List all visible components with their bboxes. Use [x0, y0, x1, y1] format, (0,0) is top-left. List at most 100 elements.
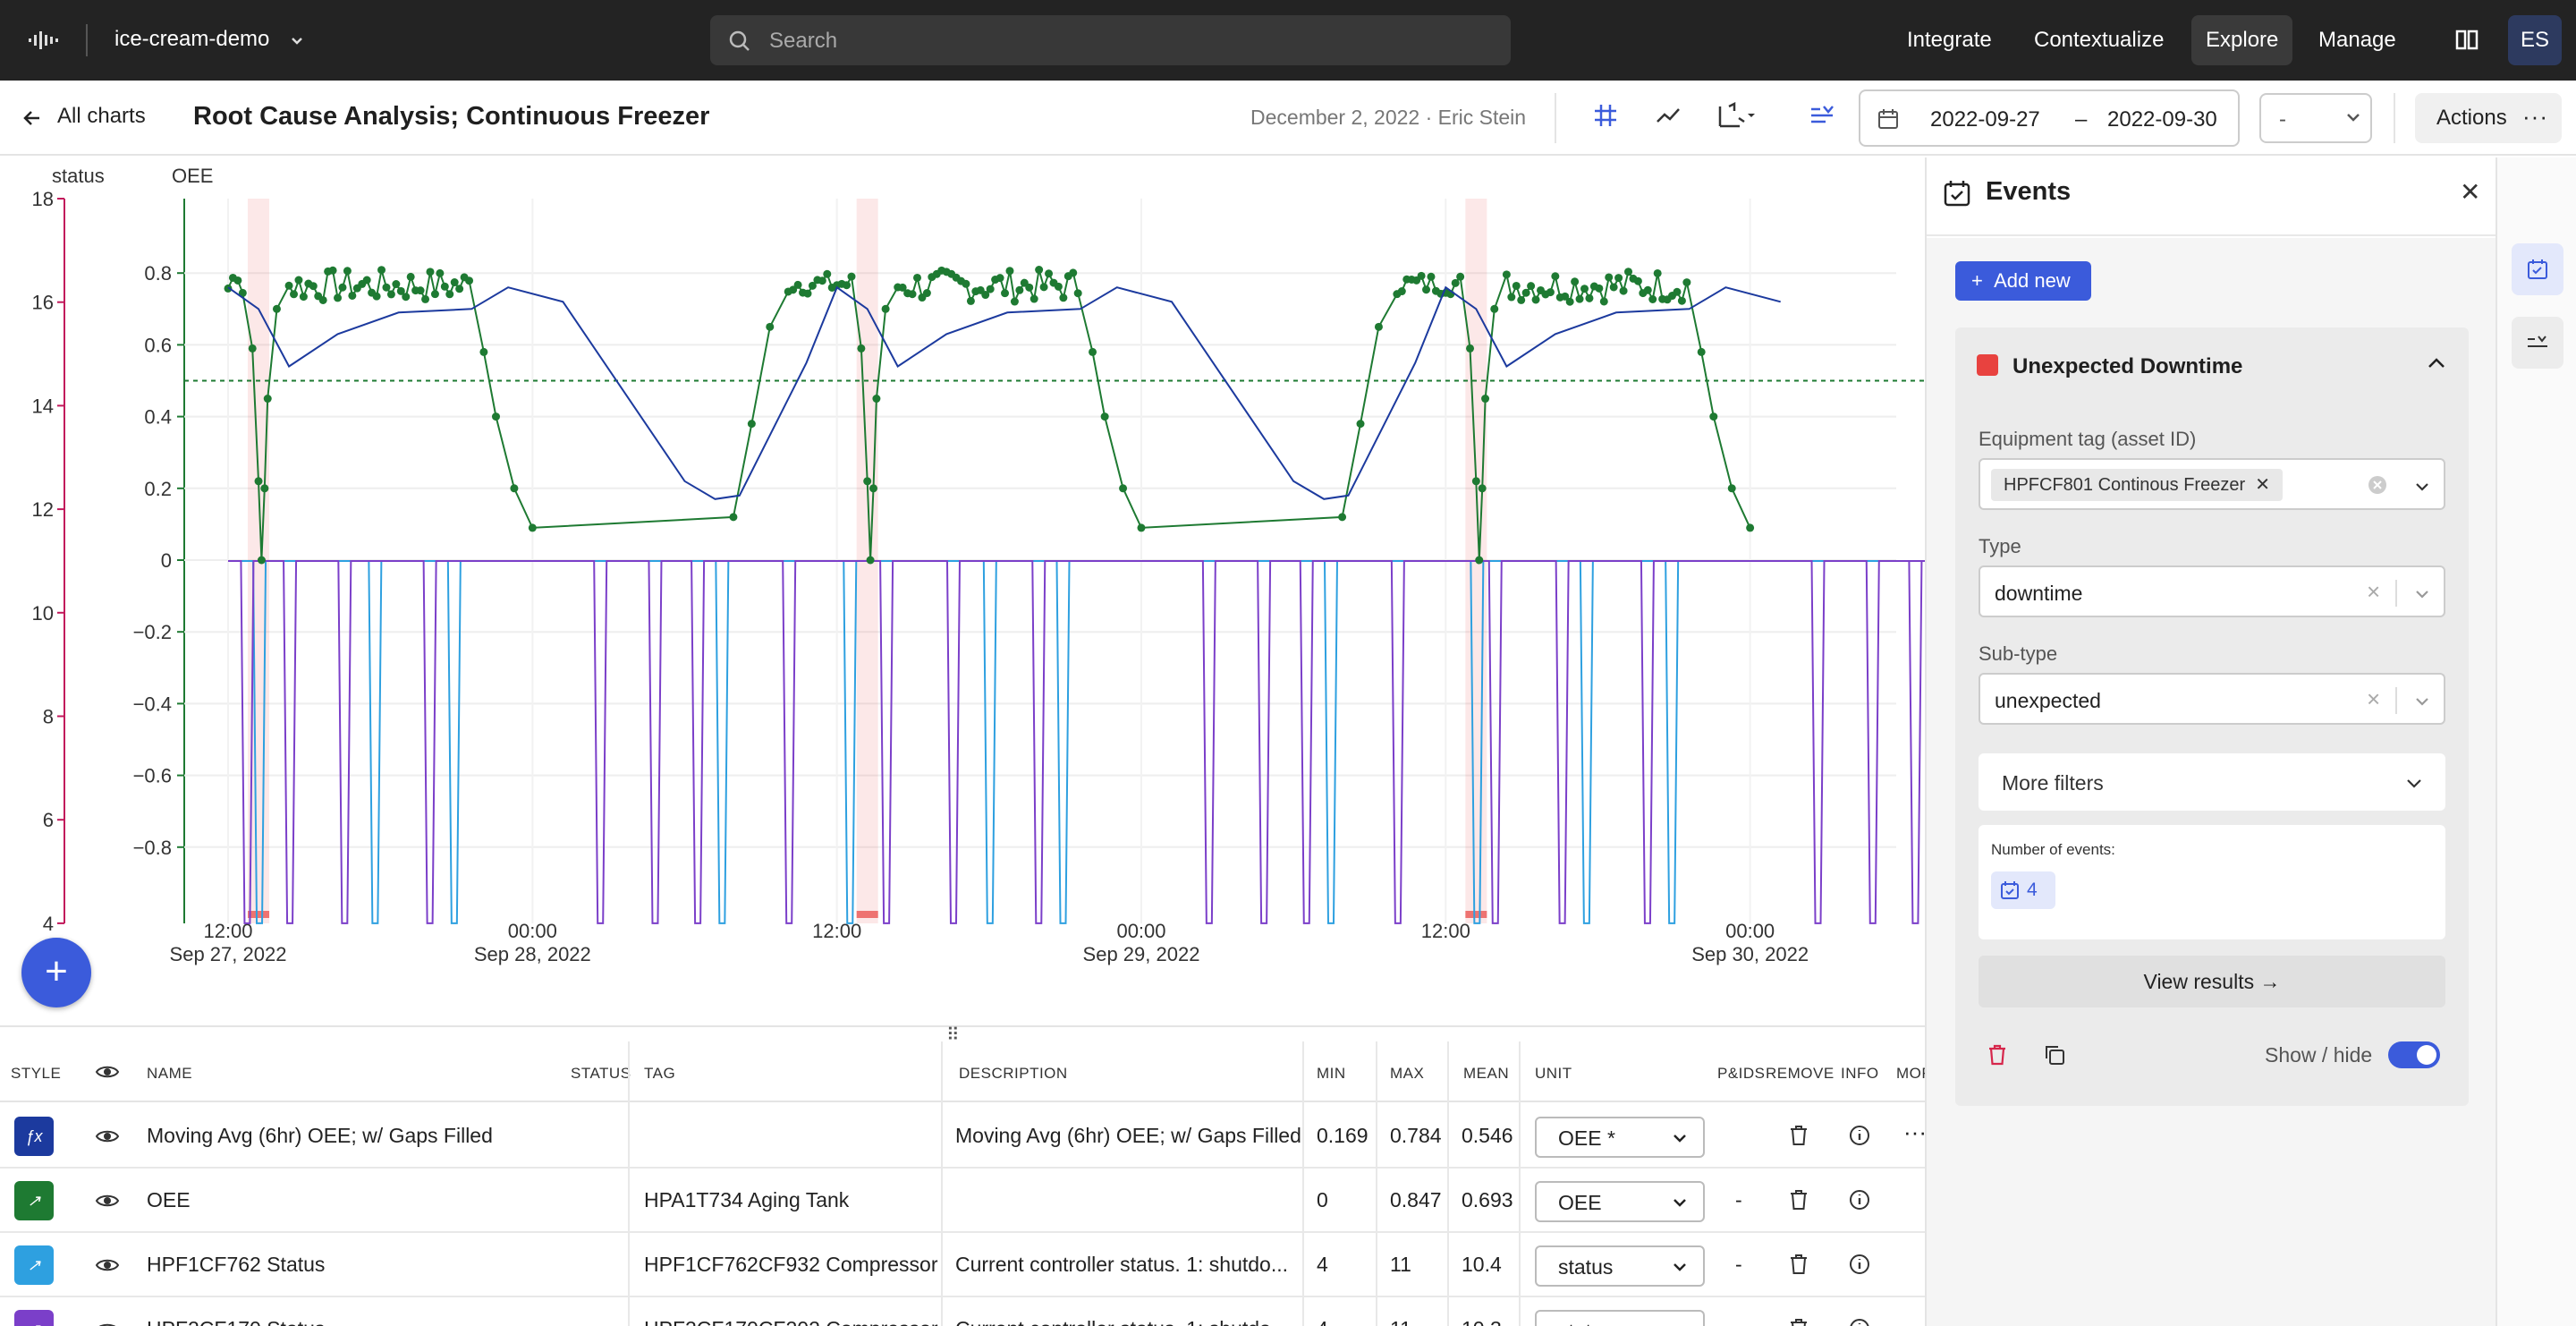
line-chart-icon[interactable]	[1655, 102, 1682, 129]
type-field[interactable]: downtime ×	[1979, 565, 2445, 617]
eye-icon[interactable]	[95, 1254, 120, 1276]
chevron-down-icon[interactable]	[288, 32, 306, 50]
clear-icon[interactable]	[2367, 474, 2388, 496]
series-tag[interactable]: HPF1CF762CF932 Compressor	[644, 1253, 938, 1276]
series-style-icon[interactable]: ↗	[14, 1245, 54, 1285]
drag-handle-icon[interactable]: ⠿	[946, 1025, 960, 1045]
unit-select[interactable]: status	[1535, 1310, 1705, 1326]
event-count-badge[interactable]: 4	[1991, 871, 2055, 909]
series-name[interactable]: Moving Avg (6hr) OEE; w/ Gaps Filled	[147, 1124, 493, 1147]
unit-select[interactable]: status	[1535, 1245, 1705, 1287]
nav-contextualize[interactable]: Contextualize	[2034, 28, 2165, 52]
add-timeseries-button[interactable]: +	[21, 938, 91, 1007]
clear-icon[interactable]: ×	[2367, 578, 2381, 605]
search-input[interactable]: Search	[710, 15, 1511, 65]
eye-icon[interactable]	[95, 1190, 120, 1211]
nav-explore[interactable]: Explore	[2191, 15, 2293, 65]
chevron-down-icon[interactable]	[2413, 585, 2431, 603]
table-row[interactable]: ↗ HPF1CF762 Status HPF1CF762CF932 Compre…	[0, 1233, 1925, 1297]
eye-icon[interactable]	[95, 1319, 120, 1326]
granularity-select[interactable]: -	[2259, 93, 2372, 143]
clear-icon[interactable]: ×	[2367, 685, 2381, 712]
col-name[interactable]: NAME	[147, 1065, 193, 1082]
more-icon[interactable]: ···	[1903, 1118, 1925, 1145]
page-title[interactable]: Root Cause Analysis; Continuous Freezer	[193, 102, 710, 131]
nav-manage[interactable]: Manage	[2318, 28, 2396, 52]
date-start[interactable]: 2022-09-27	[1930, 107, 2040, 132]
event-filter-title[interactable]: Unexpected Downtime	[2012, 354, 2243, 378]
arrow-left-icon[interactable]	[21, 107, 43, 129]
oee-point	[491, 412, 500, 421]
date-end[interactable]: 2022-09-30	[2107, 107, 2217, 132]
oee-point	[1015, 285, 1024, 294]
pids-value[interactable]: -	[1735, 1188, 1742, 1211]
series-style-icon[interactable]: ↗	[14, 1181, 54, 1220]
more-filters-button[interactable]: More filters	[1979, 753, 2445, 811]
series-tag[interactable]: HPA1T734 Aging Tank	[644, 1188, 850, 1211]
avatar[interactable]: ES	[2508, 15, 2562, 65]
view-results-button[interactable]: View results →	[1979, 956, 2445, 1007]
series-style-icon[interactable]: ↗	[14, 1310, 54, 1326]
close-icon[interactable]: ✕	[2255, 475, 2270, 495]
chevron-down-icon[interactable]	[2413, 478, 2431, 496]
threshold-rail-button[interactable]	[2512, 317, 2563, 369]
equipment-field[interactable]: HPFCF801 Continous Freezer ✕	[1979, 458, 2445, 510]
nav-integrate[interactable]: Integrate	[1907, 28, 1992, 52]
x-tick-time: 00:00	[1116, 920, 1165, 942]
oee-tick-label: −0.8	[133, 837, 172, 859]
series-mean: 10.3	[1462, 1317, 1502, 1326]
duplicate-icon[interactable]	[2043, 1043, 2066, 1067]
color-swatch[interactable]	[1977, 354, 1998, 376]
col-info: INFO	[1841, 1065, 1879, 1082]
equipment-chip[interactable]: HPFCF801 Continous Freezer ✕	[1991, 469, 2283, 501]
oee-point	[803, 289, 812, 298]
oee-point	[1045, 269, 1054, 278]
merge-axes-icon[interactable]	[1716, 102, 1755, 129]
actions-button[interactable]: Actions ···	[2415, 93, 2562, 143]
unit-select[interactable]: OEE *	[1535, 1117, 1705, 1158]
add-new-button[interactable]: + Add new	[1955, 261, 2091, 301]
close-icon[interactable]: ✕	[2460, 178, 2481, 206]
eye-icon[interactable]	[95, 1126, 120, 1147]
series-style-icon[interactable]: ƒx	[14, 1117, 54, 1156]
events-rail-button[interactable]	[2512, 243, 2563, 295]
oee-tick-label: 0.6	[144, 334, 172, 356]
all-charts-link[interactable]: All charts	[57, 104, 146, 128]
x-tick-time: 00:00	[1725, 920, 1775, 942]
grid-icon[interactable]	[1592, 102, 1619, 129]
chevron-up-icon[interactable]	[2424, 351, 2449, 376]
chevron-down-icon[interactable]	[2413, 693, 2431, 710]
trash-icon[interactable]	[1787, 1124, 1810, 1147]
trash-icon[interactable]	[1787, 1317, 1810, 1326]
app-logo-icon[interactable]	[27, 27, 59, 54]
table-row[interactable]: ƒx Moving Avg (6hr) OEE; w/ Gaps Filled …	[0, 1104, 1925, 1169]
info-icon[interactable]	[1848, 1188, 1871, 1211]
pids-value[interactable]: -	[1735, 1253, 1742, 1276]
trash-icon[interactable]	[1986, 1043, 2009, 1067]
series-tag[interactable]: HPF2CF170CF202 Compressor	[644, 1317, 939, 1326]
trash-icon[interactable]	[1787, 1188, 1810, 1211]
table-row[interactable]: ↗ HPF2CF170 Status HPF2CF170CF202 Compre…	[0, 1297, 1925, 1326]
show-hide-toggle[interactable]	[2388, 1041, 2440, 1068]
series-name[interactable]: HPF2CF170 Status	[147, 1317, 621, 1326]
events-toggle-icon[interactable]	[1809, 102, 1835, 129]
unit-select[interactable]: OEE	[1535, 1181, 1705, 1222]
info-icon[interactable]	[1848, 1253, 1871, 1276]
oee-point	[263, 395, 272, 404]
project-selector[interactable]: ice-cream-demo	[114, 27, 270, 51]
oee-point	[1001, 289, 1010, 298]
subtype-field[interactable]: unexpected ×	[1979, 673, 2445, 725]
info-icon[interactable]	[1848, 1317, 1871, 1326]
date-range-picker[interactable]: 2022-09-27 – 2022-09-30	[1859, 89, 2240, 147]
chart-svg[interactable]: status OEE 18 16 14 12 10 8 6 4 0.8 0.6 0.4 0.2 0 −0.2 −…	[0, 157, 1925, 1025]
chart-plot[interactable]: status OEE 18 16 14 12 10 8 6 4 0.8 0.6 0.4 0.2 0 −0.2 −…	[0, 157, 1925, 1025]
series-name[interactable]: HPF1CF762 Status	[147, 1253, 326, 1276]
table-row[interactable]: ↗ OEE HPA1T734 Aging Tank 0 0.847 0.693 …	[0, 1169, 1925, 1233]
resize-handle[interactable]: ⠿	[0, 1025, 1925, 1045]
eye-icon[interactable]	[95, 1061, 120, 1083]
trash-icon[interactable]	[1787, 1253, 1810, 1276]
x-tick-time: 00:00	[508, 920, 557, 942]
book-icon[interactable]	[2454, 27, 2479, 52]
series-name[interactable]: OEE	[147, 1188, 191, 1211]
info-icon[interactable]	[1848, 1124, 1871, 1147]
